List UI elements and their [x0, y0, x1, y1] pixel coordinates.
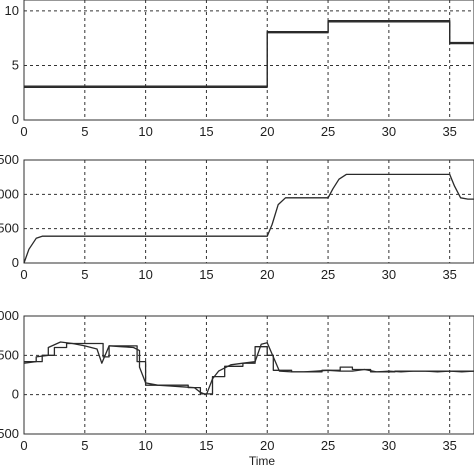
bottom-x-tick-label: 0: [20, 438, 27, 453]
middle-x-tick-label: 35: [442, 267, 456, 282]
bottom-x-tick-label: 10: [138, 438, 152, 453]
bottom-series-line-2: [24, 342, 474, 395]
top-x-tick-label: 0: [20, 124, 27, 139]
top-panel-frame: [23, 0, 474, 121]
top-x-tick-label: 20: [260, 124, 274, 139]
middle-series-line-1: [23, 173, 474, 264]
middle-x-tick-label: 25: [321, 267, 335, 282]
bottom-y-tick-label: 0: [12, 387, 19, 402]
bottom-x-tick-label: 5: [81, 438, 88, 453]
bottom-y-tick-label: 500: [0, 347, 19, 362]
middle-x-tick-label: 15: [199, 267, 213, 282]
middle-y-tick-label: 1500: [0, 152, 19, 167]
top-y-tick-label: 10: [5, 3, 19, 18]
bottom-x-tick-label: 15: [199, 438, 213, 453]
top-panel: 0 5 10 15 20 25 30 35 0 5 10: [5, 0, 474, 139]
bottom-y-tick-label: -500: [0, 426, 19, 441]
middle-y-tick-label: 1000: [0, 186, 19, 201]
middle-x-tick-label: 0: [20, 267, 27, 282]
bottom-x-tick-label: 20: [260, 438, 274, 453]
middle-panel: 0 5 10 15 20 25 30 35 0 500 1000 1500: [0, 152, 474, 282]
top-x-tick-label: 15: [199, 124, 213, 139]
bottom-y-tick-label: 1000: [0, 308, 19, 323]
top-y-tick-label: 0: [12, 112, 19, 127]
bottom-x-tick-label: 30: [382, 438, 396, 453]
middle-x-tick-label: 30: [382, 267, 396, 282]
top-x-tick-label: 30: [382, 124, 396, 139]
bottom-x-tick-label: 25: [321, 438, 335, 453]
middle-x-tick-label: 10: [138, 267, 152, 282]
middle-y-tick-label: 500: [0, 221, 19, 236]
middle-x-tick-label: 20: [260, 267, 274, 282]
top-x-tick-label: 5: [81, 124, 88, 139]
middle-y-tick-label: 0: [12, 255, 19, 270]
top-x-tick-label: 10: [138, 124, 152, 139]
middle-x-tick-label: 5: [81, 267, 88, 282]
bottom-panel-frame: [23, 315, 474, 435]
middle-panel-frame: [23, 159, 474, 264]
top-x-tick-label: 35: [442, 124, 456, 139]
top-y-tick-label: 5: [12, 57, 19, 72]
bottom-x-tick-label: 35: [442, 438, 456, 453]
top-x-tick-label: 25: [321, 124, 335, 139]
x-axis-title: Time: [249, 454, 276, 468]
top-series-line-2: [24, 20, 474, 87]
